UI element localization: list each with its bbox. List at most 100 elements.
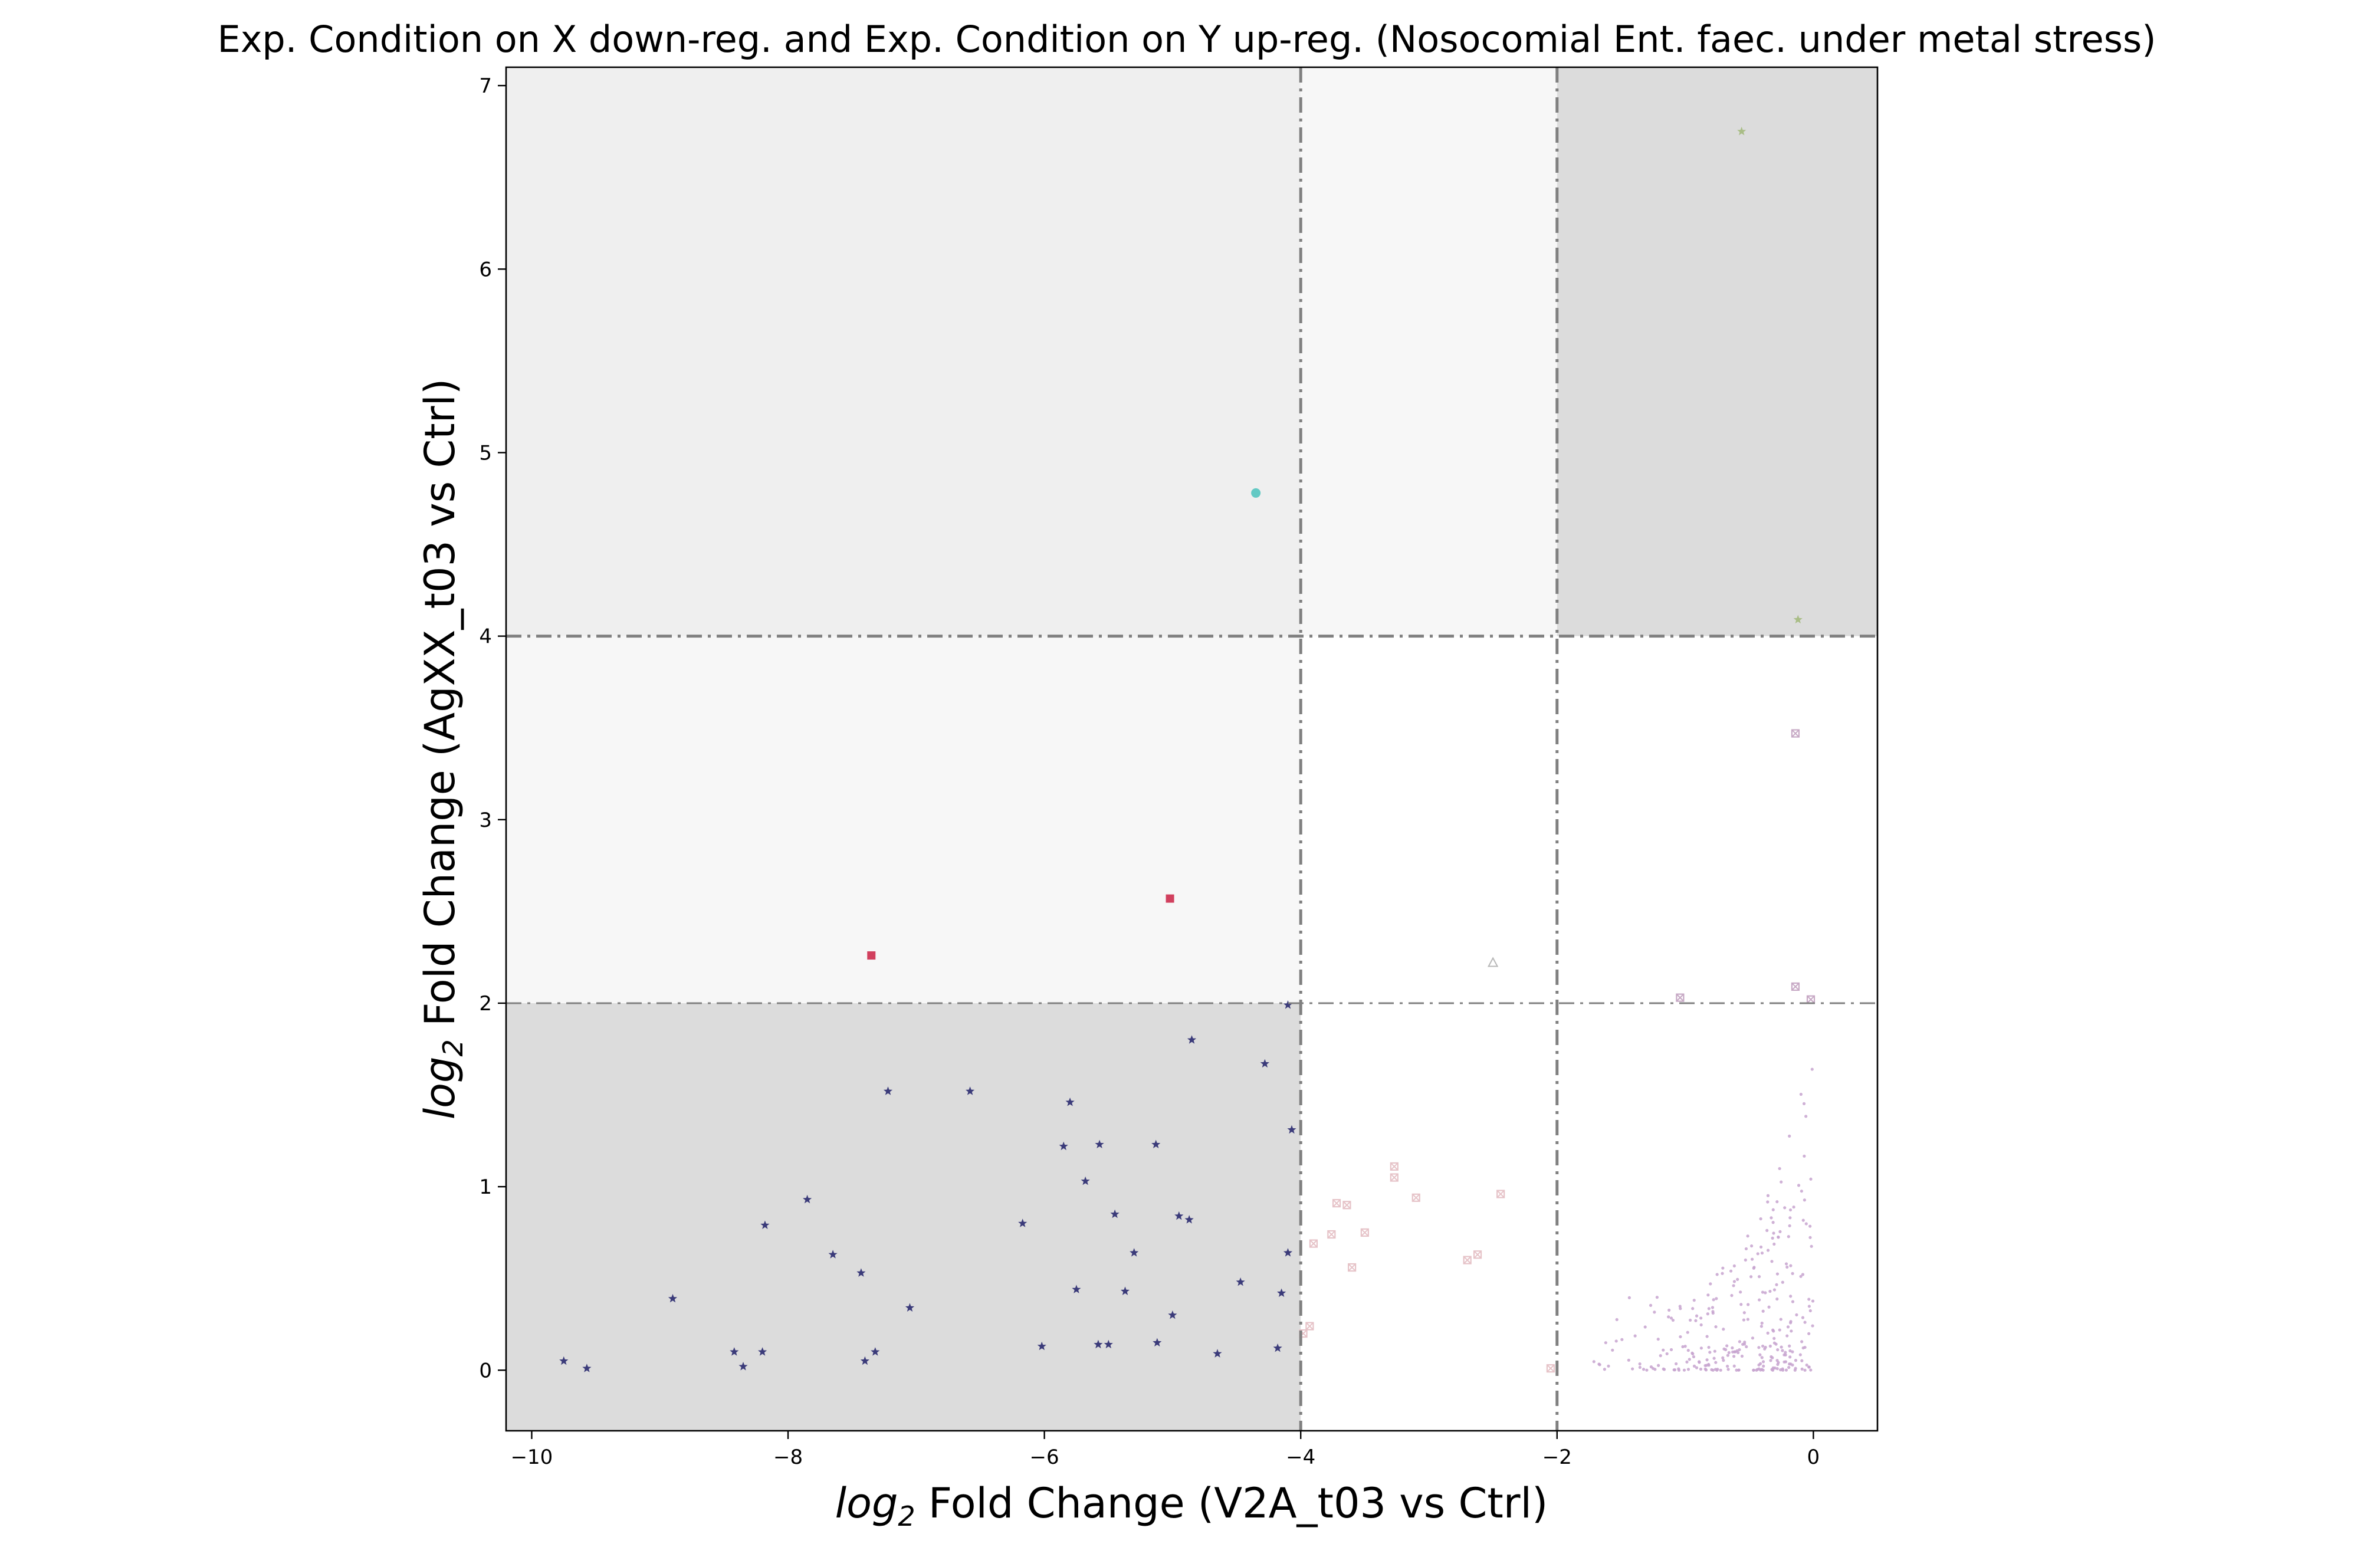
cluster-point: [1778, 1230, 1782, 1233]
y-tick-label: 1: [479, 1175, 492, 1199]
cluster-point: [1682, 1368, 1686, 1372]
cluster-point: [1727, 1351, 1731, 1355]
cluster-point: [1775, 1283, 1778, 1286]
cluster-point: [1801, 1346, 1805, 1350]
cluster-point: [1699, 1367, 1703, 1371]
cluster-point: [1677, 1367, 1680, 1371]
cluster-point: [1791, 1300, 1795, 1303]
cluster-point: [1747, 1303, 1750, 1306]
cluster-point: [1712, 1356, 1716, 1360]
star-marker: [1151, 1139, 1161, 1148]
cluster-point: [1740, 1354, 1744, 1358]
y-axis-label: log2 Fold Change (AgXX_t03 vs Ctrl): [416, 379, 469, 1120]
cluster-point: [1772, 1231, 1775, 1235]
cluster-point: [1694, 1319, 1698, 1322]
cluster-point: [1760, 1251, 1764, 1255]
cluster-point: [1757, 1346, 1761, 1349]
cluster-point: [1802, 1102, 1806, 1105]
cluster-point: [1808, 1309, 1812, 1313]
cluster-point: [1751, 1336, 1755, 1340]
cluster-point: [1651, 1366, 1655, 1370]
star-marker: [1287, 1125, 1296, 1134]
cluster-point: [1671, 1318, 1675, 1322]
star-marker: [966, 1086, 975, 1095]
cluster-point: [1686, 1368, 1690, 1371]
cluster-point: [1712, 1298, 1715, 1302]
cluster-point: [1784, 1368, 1788, 1372]
x-tick-label: −10: [511, 1446, 553, 1469]
cluster-point: [1759, 1325, 1763, 1328]
star-marker: [1104, 1339, 1113, 1349]
xsquare-marker: [1411, 1193, 1420, 1202]
star-marker: [668, 1294, 678, 1303]
cluster-point: [1732, 1264, 1736, 1268]
cluster-point: [1744, 1247, 1748, 1251]
cluster-point: [1775, 1367, 1779, 1371]
shaded-region: [1557, 67, 1877, 636]
y-tick-label: 6: [479, 258, 492, 281]
cluster-point: [1772, 1336, 1776, 1341]
x-tick-label: −2: [1542, 1446, 1572, 1469]
cluster-point: [1736, 1277, 1739, 1281]
cluster-point: [1653, 1310, 1656, 1314]
cluster-point: [1721, 1356, 1725, 1359]
cluster-point: [1735, 1368, 1738, 1372]
xsquare-marker: [1348, 1263, 1357, 1272]
cluster-point: [1726, 1368, 1730, 1371]
cluster-point: [1760, 1356, 1764, 1359]
star-marker: [1184, 1215, 1194, 1224]
cluster-point: [1698, 1360, 1701, 1364]
cluster-point: [1780, 1345, 1783, 1349]
cluster-point: [1798, 1353, 1802, 1356]
star-marker: [1277, 1288, 1286, 1297]
cluster-point: [1775, 1297, 1779, 1301]
cluster-point: [1716, 1368, 1719, 1371]
cluster-point: [1732, 1364, 1736, 1368]
cluster-point: [1743, 1341, 1747, 1344]
cluster-point: [1768, 1289, 1772, 1293]
cluster-point: [1734, 1350, 1737, 1354]
cluster-point: [1707, 1345, 1711, 1349]
cluster-point: [1801, 1218, 1805, 1222]
cluster-point: [1729, 1269, 1733, 1273]
threshold-lines: [506, 67, 1877, 1431]
cluster-point: [1662, 1348, 1665, 1352]
cluster-point: [1725, 1364, 1729, 1368]
shaded-region: [506, 636, 1301, 1003]
cluster-point: [1722, 1359, 1725, 1362]
shaded-region: [506, 1003, 1301, 1431]
cluster-point: [1807, 1332, 1811, 1335]
star-marker: [582, 1364, 592, 1372]
cluster-point: [1738, 1348, 1741, 1352]
cluster-point: [1620, 1338, 1624, 1341]
shaded-region: [506, 67, 1301, 636]
star-marker: [1283, 1000, 1293, 1009]
cluster-point: [1797, 1184, 1801, 1187]
chart-title: Exp. Condition on X down-reg. and Exp. C…: [218, 18, 2156, 61]
cluster-point: [1722, 1328, 1725, 1331]
cluster-point: [1708, 1351, 1712, 1354]
cluster-point: [1762, 1364, 1765, 1368]
cluster-point: [1803, 1368, 1807, 1372]
cluster-point: [1793, 1368, 1797, 1372]
x-tick-label: −4: [1286, 1446, 1315, 1469]
x-axis-ticks: −10 −8 −6 −4 −2 0: [511, 1431, 1820, 1469]
cluster-point: [1771, 1221, 1775, 1224]
cluster-point: [1667, 1315, 1670, 1319]
star-marker: [1095, 1139, 1104, 1148]
cluster-point: [1742, 1318, 1746, 1322]
cluster-point: [1691, 1307, 1695, 1310]
cluster-point: [1757, 1275, 1761, 1279]
cluster-point: [1795, 1313, 1798, 1317]
cluster-point: [1803, 1154, 1806, 1158]
star-marker: [730, 1347, 739, 1356]
cluster-point: [1744, 1258, 1747, 1262]
cluster-point: [1811, 1299, 1815, 1303]
dense-cluster: [1592, 1067, 1815, 1372]
cluster-point: [1800, 1367, 1804, 1371]
star-marker: [1273, 1343, 1282, 1352]
cluster-point: [1706, 1312, 1709, 1316]
cluster-point: [1730, 1294, 1734, 1297]
xsquare-marker: [1390, 1162, 1399, 1171]
cluster-point: [1766, 1194, 1770, 1197]
